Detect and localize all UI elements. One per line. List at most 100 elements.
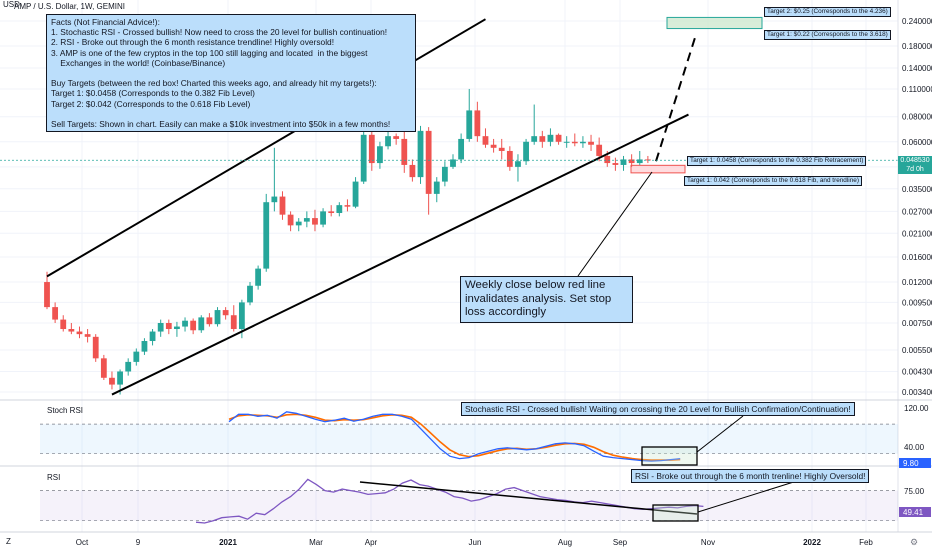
- time-tick-label: Oct: [76, 538, 89, 547]
- stoch-note-arrow: [696, 415, 744, 453]
- candle-body: [531, 136, 538, 142]
- facts-note[interactable]: Facts (Not Financial Advice!): 1. Stocha…: [46, 14, 416, 133]
- candle-body: [515, 161, 521, 167]
- rsi-title: RSI: [47, 473, 60, 482]
- candle-body: [190, 320, 197, 331]
- candle-body: [360, 134, 367, 182]
- target2-lower-label: Target 1: $0.22 (Corresponds to the 3.61…: [764, 30, 891, 40]
- candle-body: [230, 315, 237, 330]
- candle-body: [287, 214, 294, 226]
- candle-body: [271, 196, 278, 203]
- candle-body: [312, 218, 318, 225]
- stoch-value-tag: 9.80: [903, 459, 919, 468]
- candle-body: [612, 163, 619, 165]
- candle-body: [263, 202, 270, 269]
- candle-body: [44, 282, 50, 308]
- time-tick-label: Apr: [365, 538, 378, 547]
- candle-body: [547, 134, 554, 142]
- candle-body: [214, 310, 221, 325]
- facts-line: Target 1: $0.0458 (Corresponds to the 0.…: [51, 88, 255, 99]
- stoch-note[interactable]: Stochastic RSI - Crossed bullish! Waitin…: [461, 402, 855, 416]
- countdown-tag: 7d 0h: [898, 165, 932, 174]
- candle-body: [182, 320, 188, 327]
- candle-body: [133, 351, 140, 362]
- symbol-title: AMP / U.S. Dollar, 1W, GEMINI: [14, 2, 125, 11]
- candle-body: [393, 136, 400, 139]
- time-tick-label: Sep: [613, 538, 628, 547]
- stoch-tick-mid: 40.00: [904, 443, 925, 452]
- settings-gear-icon[interactable]: ⚙: [910, 537, 918, 547]
- time-tick-label: 2021: [219, 538, 237, 547]
- candle-body: [68, 329, 75, 332]
- candle-body: [588, 141, 594, 145]
- candle-body: [352, 181, 359, 207]
- zoom-reset-icon[interactable]: Z: [6, 537, 11, 546]
- candle-body: [474, 110, 481, 137]
- projection-dashed-line[interactable]: [655, 32, 698, 162]
- time-tick-label: Mar: [309, 538, 323, 547]
- stoch-highlight-box: [641, 446, 698, 466]
- candle-body: [117, 371, 123, 385]
- stoch-band: [40, 424, 898, 454]
- facts-line: [51, 109, 411, 119]
- candle-body: [328, 211, 335, 214]
- time-axis[interactable]: Oct 9 2021 Mar Apr Jun Aug Sep Nov 2022 Feb: [76, 538, 874, 547]
- weekly-note-arrow: [577, 171, 653, 277]
- candles-group: [44, 88, 651, 395]
- candle-body: [604, 155, 611, 164]
- candle-body: [100, 358, 107, 378]
- price-tick-label: 0.003400: [902, 388, 932, 397]
- candle-body: [336, 205, 343, 214]
- candle-body: [580, 141, 586, 144]
- candle-body: [539, 136, 546, 142]
- weekly-close-note[interactable]: Weekly close below red line invalidates …: [460, 276, 633, 323]
- candle-body: [385, 136, 391, 147]
- candle-body: [433, 181, 440, 194]
- time-tick-label: 9: [136, 538, 141, 547]
- time-tick-label: Nov: [701, 538, 715, 547]
- channel-lower-trendline[interactable]: [111, 113, 689, 396]
- candle-body: [417, 130, 424, 178]
- candle-body: [109, 377, 115, 385]
- candle-body: [320, 211, 326, 225]
- candle-body: [523, 141, 529, 162]
- candle-body: [295, 221, 302, 226]
- facts-line: 1. Stochastic RSI - Crossed bullish! Now…: [51, 27, 388, 38]
- candle-body: [279, 196, 286, 215]
- rsi-tick-top: 75.00: [904, 487, 925, 496]
- candle-body: [344, 205, 351, 207]
- candle-body: [555, 134, 562, 142]
- facts-line: 2. RSI - Broke out through the 6 month r…: [51, 37, 335, 48]
- sell-target-zone: [666, 16, 763, 30]
- rsi-note[interactable]: RSI - Broke out through the 6 month tren…: [631, 469, 870, 483]
- rsi-highlight-box: [652, 504, 699, 522]
- time-tick-label: Feb: [859, 538, 873, 547]
- candle-body: [401, 138, 408, 165]
- candle-body: [563, 141, 570, 143]
- candle-body: [76, 331, 83, 335]
- candle-body: [596, 144, 603, 156]
- rsi-band: [40, 490, 898, 521]
- candle-body: [441, 166, 448, 182]
- candle-body: [450, 159, 456, 167]
- rsi-value-tag: 49.41: [903, 508, 924, 517]
- stoch-title: Stoch RSI: [47, 406, 83, 415]
- target1-lower-label: Target 1: 0.042 (Corresponds to the 0.61…: [684, 176, 862, 186]
- time-tick-label: Jun: [469, 538, 482, 547]
- candle-body: [52, 307, 59, 320]
- candle-body: [198, 317, 205, 331]
- facts-line: [51, 68, 411, 78]
- candle-body: [60, 319, 67, 330]
- candle-body: [482, 136, 489, 145]
